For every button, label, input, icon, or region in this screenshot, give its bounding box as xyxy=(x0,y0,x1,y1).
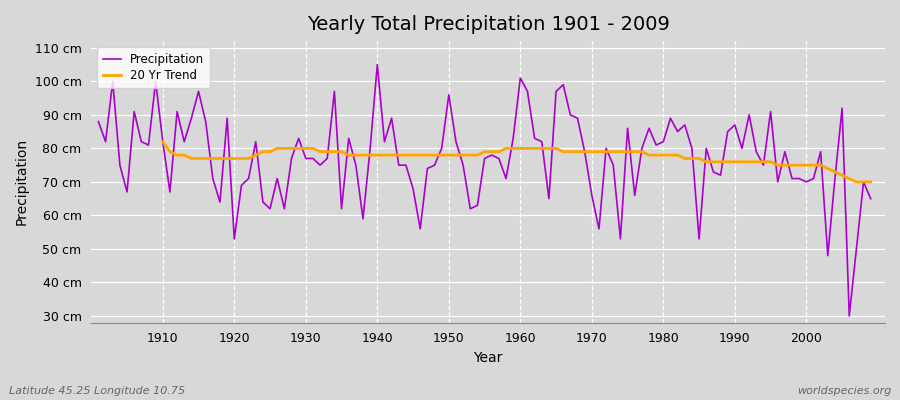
Precipitation xyxy=(844,314,855,318)
20 Yr Trend xyxy=(158,139,168,144)
20 Yr Trend xyxy=(808,163,819,168)
Precipitation xyxy=(93,119,104,124)
Precipitation xyxy=(150,79,161,84)
Precipitation xyxy=(372,62,382,67)
Precipitation xyxy=(522,89,533,94)
20 Yr Trend xyxy=(865,180,876,184)
20 Yr Trend xyxy=(580,149,590,154)
Precipitation xyxy=(350,163,361,168)
X-axis label: Year: Year xyxy=(473,351,503,365)
Precipitation xyxy=(515,76,526,80)
Precipitation xyxy=(308,156,319,161)
Precipitation xyxy=(608,163,618,168)
20 Yr Trend xyxy=(830,170,841,174)
Text: worldspecies.org: worldspecies.org xyxy=(796,386,891,396)
20 Yr Trend xyxy=(522,146,533,151)
Line: 20 Yr Trend: 20 Yr Trend xyxy=(163,142,870,182)
Precipitation xyxy=(865,196,876,201)
Y-axis label: Precipitation: Precipitation xyxy=(15,138,29,226)
Legend: Precipitation, 20 Yr Trend: Precipitation, 20 Yr Trend xyxy=(97,47,211,88)
20 Yr Trend xyxy=(322,149,333,154)
Text: Latitude 45.25 Longitude 10.75: Latitude 45.25 Longitude 10.75 xyxy=(9,386,185,396)
Line: Precipitation: Precipitation xyxy=(98,64,870,316)
20 Yr Trend xyxy=(293,146,304,151)
20 Yr Trend xyxy=(851,180,862,184)
Title: Yearly Total Precipitation 1901 - 2009: Yearly Total Precipitation 1901 - 2009 xyxy=(307,15,670,34)
